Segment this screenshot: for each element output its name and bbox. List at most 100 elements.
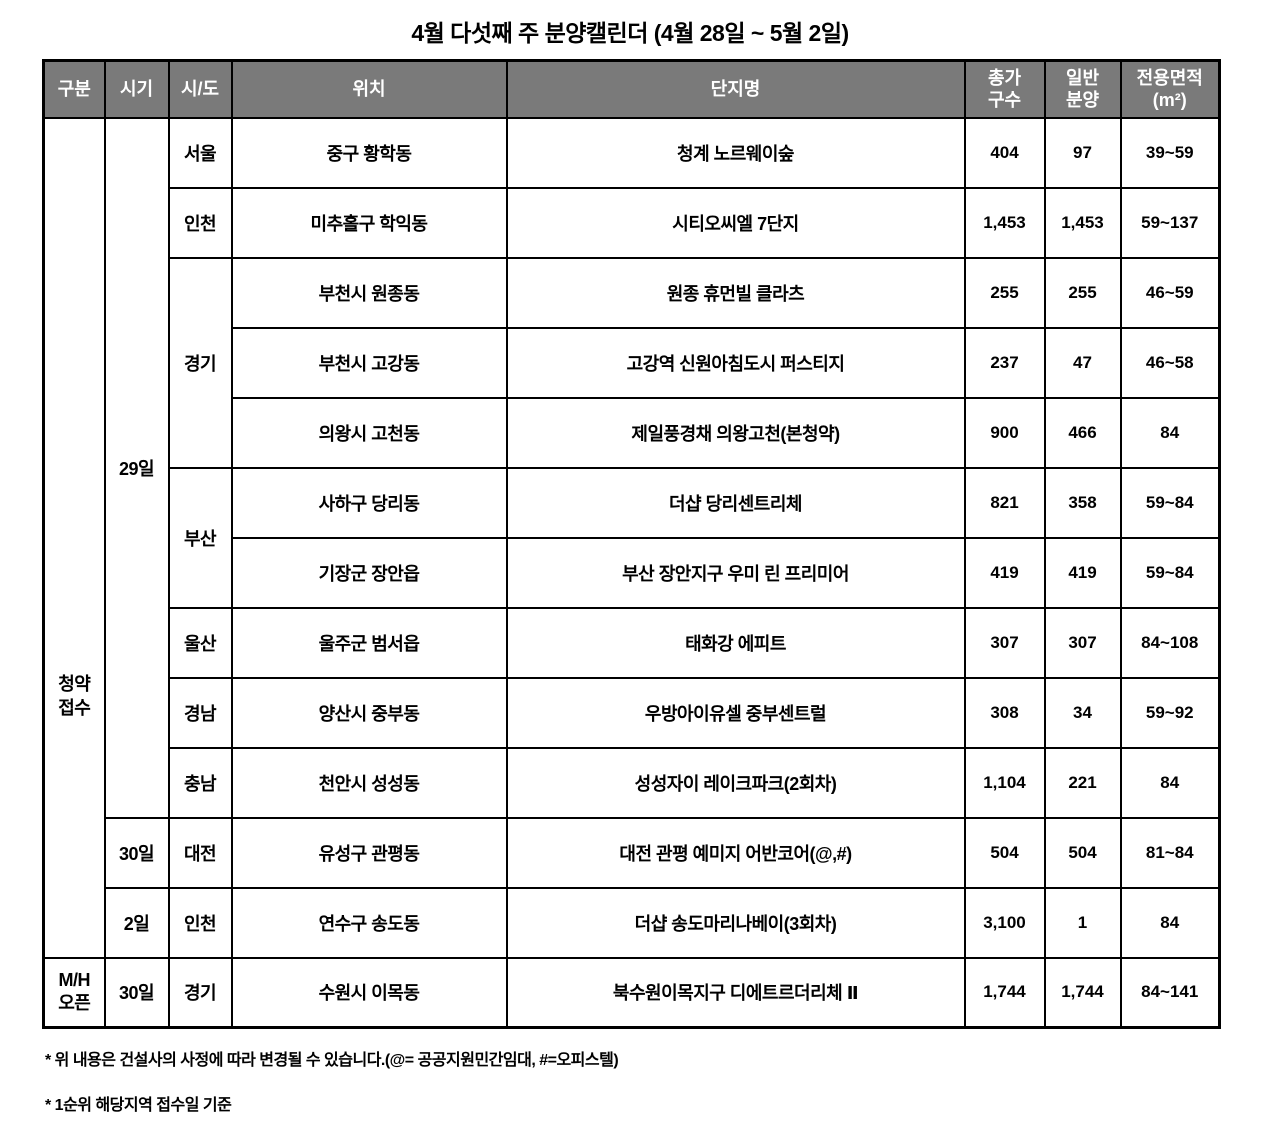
cell-area: 59~84: [1119, 466, 1221, 539]
cell-region: 충남: [167, 746, 233, 819]
cell-complex: 북수원이목지구 디에트르더리체 Ⅱ: [505, 956, 966, 1029]
cell-general: 97: [1043, 116, 1122, 189]
cell-region: 인천: [167, 186, 233, 259]
cell-total: 504: [963, 816, 1046, 889]
cell-area: 46~58: [1119, 326, 1221, 399]
cell-general: 221: [1043, 746, 1122, 819]
cell-complex: 성성자이 레이크파크(2회차): [505, 746, 966, 819]
cell-total: 1,744: [963, 956, 1046, 1029]
cell-region: 대전: [167, 816, 233, 889]
cell-region: 인천: [167, 886, 233, 959]
table-row: 기장군 장안읍 부산 장안지구 우미 린 프리미어 419 419 59~84: [44, 536, 1221, 609]
cell-area: 84~141: [1119, 956, 1221, 1029]
table-title: 4월 다섯째 주 분양캘린더 (4월 28일 ~ 5월 2일): [411, 20, 849, 46]
cell-area: 84: [1119, 886, 1221, 959]
cell-region-gyeonggi: 경기: [167, 256, 233, 469]
cell-location: 사하구 당리동: [230, 466, 508, 539]
cell-date-29: 29일: [103, 116, 170, 819]
cell-general: 358: [1043, 466, 1122, 539]
table-row: 경남 양산시 중부동 우방아이유셀 중부센트럴 308 34 59~92: [44, 676, 1221, 749]
cell-complex: 청계 노르웨이숲: [505, 116, 966, 189]
cell-location: 연수구 송도동: [230, 886, 508, 959]
header-category: 구분: [42, 59, 106, 119]
cell-area: 59~137: [1119, 186, 1221, 259]
table-row: 30일 대전 유성구 관평동 대전 관평 예미지 어반코어(@,#) 504 5…: [44, 816, 1221, 889]
cell-area: 81~84: [1119, 816, 1221, 889]
cell-complex: 부산 장안지구 우미 린 프리미어: [505, 536, 966, 609]
cell-area: 59~92: [1119, 676, 1221, 749]
table-row: M/H 오픈 30일 경기 수원시 이목동 북수원이목지구 디에트르더리체 Ⅱ …: [42, 956, 1221, 1029]
cell-general: 504: [1043, 816, 1122, 889]
cell-total: 255: [963, 256, 1046, 329]
header-row: 구분 시기 시/도 위치 단지명 총가 구수 일반 분양 전용면적 (m²): [42, 59, 1221, 119]
table-row: 청약 접수 29일 서울 중구 황학동 청계 노르웨이숲 404 97 39~5…: [42, 116, 1221, 959]
cell-date: 30일: [103, 956, 170, 1029]
table-row: 충남 천안시 성성동 성성자이 레이크파크(2회차) 1,104 221 84: [44, 746, 1221, 819]
cell-complex: 우방아이유셀 중부센트럴: [505, 676, 966, 749]
cell-location: 미추홀구 학익동: [230, 186, 508, 259]
cell-general: 1,744: [1043, 956, 1122, 1029]
cell-region: 경기: [167, 956, 233, 1029]
cell-complex: 제일풍경채 의왕고천(본청약): [505, 396, 966, 469]
cell-region: 울산: [167, 606, 233, 679]
cell-total: 1,453: [963, 186, 1046, 259]
cell-location: 중구 황학동: [230, 116, 508, 189]
cell-total: 821: [963, 466, 1046, 539]
table-row: 부산 사하구 당리동 더샵 당리센트리체 821 358 59~84: [44, 466, 1221, 609]
cell-complex: 고강역 신원아침도시 퍼스티지: [505, 326, 966, 399]
cell-total: 307: [963, 606, 1046, 679]
cell-total: 404: [963, 116, 1046, 189]
category-subscription-label: 청약 접수: [58, 674, 91, 718]
cell-area: 84~108: [1119, 606, 1221, 679]
cell-complex: 원종 휴먼빌 클라츠: [505, 256, 966, 329]
cell-category-subscription: 청약 접수: [42, 116, 106, 959]
table-row: 부천시 고강동 고강역 신원아침도시 퍼스티지 237 47 46~58: [44, 326, 1221, 399]
cell-general: 307: [1043, 606, 1122, 679]
cell-complex: 시티오씨엘 7단지: [505, 186, 966, 259]
cell-location: 기장군 장안읍: [230, 536, 508, 609]
cell-total: 237: [963, 326, 1046, 399]
cell-date: 2일: [103, 886, 170, 959]
cell-total: 308: [963, 676, 1046, 749]
cell-general: 419: [1043, 536, 1122, 609]
cell-location: 천안시 성성동: [230, 746, 508, 819]
cell-location: 유성구 관평동: [230, 816, 508, 889]
cell-area: 84: [1119, 396, 1221, 469]
cell-general: 34: [1043, 676, 1122, 749]
table-row: 의왕시 고천동 제일풍경채 의왕고천(본청약) 900 466 84: [44, 396, 1221, 469]
cell-area: 84: [1119, 746, 1221, 819]
cell-general: 466: [1043, 396, 1122, 469]
cell-general: 1: [1043, 886, 1122, 959]
cell-total: 1,104: [963, 746, 1046, 819]
cell-location: 수원시 이목동: [230, 956, 508, 1029]
cell-location: 울주군 범서읍: [230, 606, 508, 679]
footnote-2: * 1순위 해당지역 접수일 기준: [45, 1097, 232, 1114]
cell-location: 의왕시 고천동: [230, 396, 508, 469]
cell-general: 47: [1043, 326, 1122, 399]
header-date: 시기: [103, 59, 170, 119]
cell-total: 900: [963, 396, 1046, 469]
table-row: 인천 미추홀구 학익동 시티오씨엘 7단지 1,453 1,453 59~137: [44, 186, 1221, 259]
cell-location: 부천시 고강동: [230, 326, 508, 399]
cell-general: 255: [1043, 256, 1122, 329]
cell-total: 3,100: [963, 886, 1046, 959]
cell-area: 46~59: [1119, 256, 1221, 329]
cell-category-mh-open: M/H 오픈: [42, 956, 106, 1029]
cell-complex: 대전 관평 예미지 어반코어(@,#): [505, 816, 966, 889]
cell-region-busan: 부산: [167, 466, 233, 609]
cell-location: 양산시 중부동: [230, 676, 508, 749]
header-total-households: 총가 구수: [963, 59, 1046, 119]
table-row: 2일 인천 연수구 송도동 더샵 송도마리나베이(3회차) 3,100 1 84: [44, 886, 1221, 959]
cell-complex: 더샵 송도마리나베이(3회차): [505, 886, 966, 959]
header-complex: 단지명: [505, 59, 966, 119]
cell-general: 1,453: [1043, 186, 1122, 259]
cell-region: 서울: [167, 116, 233, 189]
cell-area: 59~84: [1119, 536, 1221, 609]
cell-area: 39~59: [1119, 116, 1221, 189]
cell-complex: 더샵 당리센트리체: [505, 466, 966, 539]
header-region: 시/도: [167, 59, 233, 119]
table-row: 울산 울주군 범서읍 태화강 에피트 307 307 84~108: [44, 606, 1221, 679]
footnotes: * 위 내용은 건설사의 사정에 따라 변경될 수 있습니다.(@= 공공지원민…: [45, 1046, 1262, 1115]
header-exclusive-area: 전용면적 (m²): [1119, 59, 1221, 119]
